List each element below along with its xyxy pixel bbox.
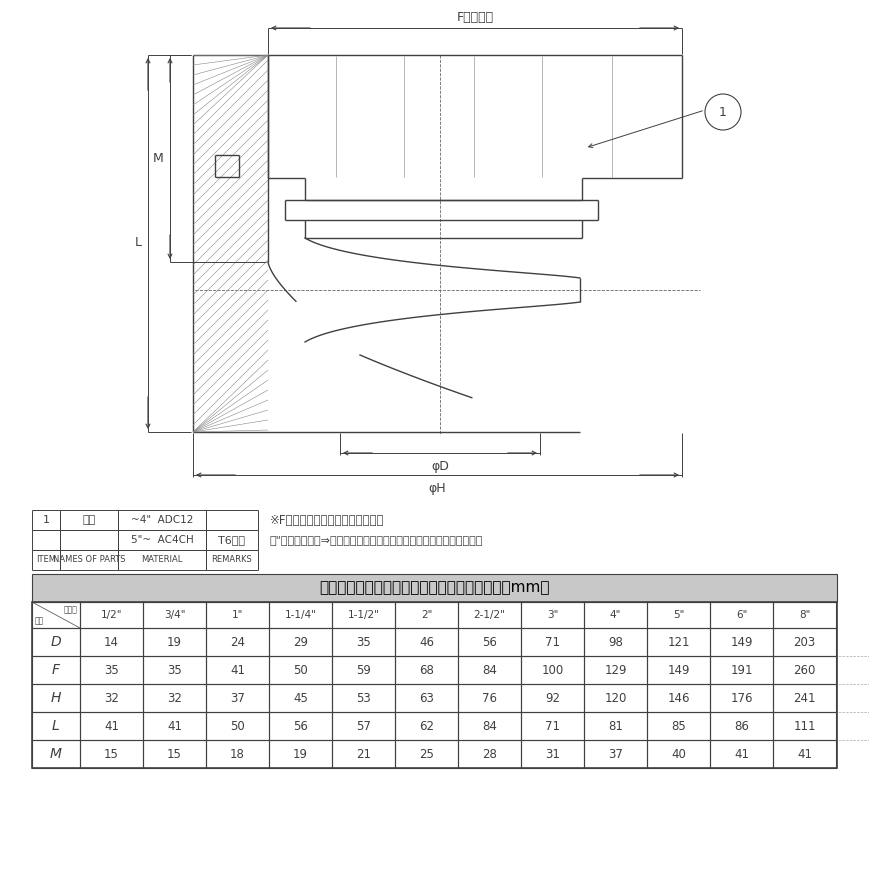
Text: 84: 84 bbox=[482, 664, 497, 676]
Text: ６３３－ＡＢ　ＡＬ　サイズ別寸法表（単位：mm）: ６３３－ＡＢ ＡＬ サイズ別寸法表（単位：mm） bbox=[319, 580, 549, 595]
Text: 37: 37 bbox=[608, 747, 623, 760]
Text: 84: 84 bbox=[482, 720, 497, 733]
Text: 4": 4" bbox=[610, 610, 621, 620]
Text: ITEM: ITEM bbox=[36, 555, 56, 565]
Text: 56: 56 bbox=[482, 635, 497, 648]
Text: 31: 31 bbox=[545, 747, 560, 760]
Text: 21: 21 bbox=[356, 747, 371, 760]
Text: 120: 120 bbox=[604, 692, 627, 705]
Text: 176: 176 bbox=[730, 692, 753, 705]
Text: 40: 40 bbox=[671, 747, 686, 760]
Text: 32: 32 bbox=[104, 692, 119, 705]
Text: 2-1/2": 2-1/2" bbox=[474, 610, 506, 620]
Text: 8": 8" bbox=[799, 610, 810, 620]
Text: MATERIAL: MATERIAL bbox=[142, 555, 182, 565]
Text: 35: 35 bbox=[356, 635, 371, 648]
Text: L: L bbox=[52, 719, 60, 733]
Text: 19: 19 bbox=[167, 635, 182, 648]
Text: 41: 41 bbox=[797, 747, 812, 760]
Text: 1: 1 bbox=[43, 515, 50, 525]
Text: 85: 85 bbox=[671, 720, 686, 733]
Text: 15: 15 bbox=[167, 747, 182, 760]
Text: 19: 19 bbox=[293, 747, 308, 760]
Text: ６"以上は多角形⇒円となり、突起部（スパナ掛け部）寸法となります: ６"以上は多角形⇒円となり、突起部（スパナ掛け部）寸法となります bbox=[270, 535, 483, 545]
Text: 129: 129 bbox=[604, 664, 627, 676]
Text: 50: 50 bbox=[293, 664, 308, 676]
Text: 35: 35 bbox=[104, 664, 119, 676]
Text: 149: 149 bbox=[730, 635, 753, 648]
Text: 121: 121 bbox=[667, 635, 690, 648]
Text: 41: 41 bbox=[104, 720, 119, 733]
Text: 1": 1" bbox=[232, 610, 243, 620]
Text: 241: 241 bbox=[793, 692, 816, 705]
Text: 41: 41 bbox=[167, 720, 182, 733]
Text: L: L bbox=[135, 236, 142, 249]
Text: 100: 100 bbox=[541, 664, 564, 676]
Text: 6": 6" bbox=[736, 610, 747, 620]
Text: 56: 56 bbox=[293, 720, 308, 733]
Text: D: D bbox=[50, 635, 62, 649]
Text: M: M bbox=[50, 747, 62, 761]
Text: 18: 18 bbox=[230, 747, 245, 760]
Text: 15: 15 bbox=[104, 747, 119, 760]
Text: 5": 5" bbox=[673, 610, 684, 620]
Text: 149: 149 bbox=[667, 664, 690, 676]
Text: REMARKS: REMARKS bbox=[212, 555, 252, 565]
Text: 53: 53 bbox=[356, 692, 371, 705]
Text: M: M bbox=[153, 151, 164, 164]
Text: 3": 3" bbox=[547, 610, 558, 620]
Text: 29: 29 bbox=[293, 635, 308, 648]
Text: F: F bbox=[52, 663, 60, 677]
Text: 260: 260 bbox=[793, 664, 816, 676]
Text: 111: 111 bbox=[793, 720, 816, 733]
Text: 41: 41 bbox=[734, 747, 749, 760]
Text: F（対辺）: F（対辺） bbox=[456, 11, 494, 24]
Text: 1-1/2": 1-1/2" bbox=[348, 610, 380, 620]
Text: 32: 32 bbox=[167, 692, 182, 705]
Text: 68: 68 bbox=[419, 664, 434, 676]
Text: φH: φH bbox=[428, 482, 446, 495]
Text: 63: 63 bbox=[419, 692, 434, 705]
Text: 1-1/4": 1-1/4" bbox=[284, 610, 316, 620]
Text: 25: 25 bbox=[419, 747, 434, 760]
Text: 本体: 本体 bbox=[83, 515, 96, 525]
Text: 71: 71 bbox=[545, 720, 560, 733]
Text: 1/2": 1/2" bbox=[101, 610, 123, 620]
Text: 59: 59 bbox=[356, 664, 371, 676]
Text: 37: 37 bbox=[230, 692, 245, 705]
Text: 50: 50 bbox=[230, 720, 245, 733]
Text: 45: 45 bbox=[293, 692, 308, 705]
Text: ※F（対辺）部形状・寸法について: ※F（対辺）部形状・寸法について bbox=[270, 514, 384, 527]
Text: 28: 28 bbox=[482, 747, 497, 760]
Text: 191: 191 bbox=[730, 664, 753, 676]
Text: 92: 92 bbox=[545, 692, 560, 705]
Text: 203: 203 bbox=[793, 635, 816, 648]
Text: 146: 146 bbox=[667, 692, 690, 705]
Text: T6処理: T6処理 bbox=[218, 535, 246, 545]
Text: ~4"  ADC12: ~4" ADC12 bbox=[131, 515, 193, 525]
Text: 2": 2" bbox=[421, 610, 432, 620]
Text: 71: 71 bbox=[545, 635, 560, 648]
Text: 35: 35 bbox=[167, 664, 182, 676]
Text: 86: 86 bbox=[734, 720, 749, 733]
Text: φD: φD bbox=[431, 460, 449, 473]
Text: NAMES OF PARTS: NAMES OF PARTS bbox=[53, 555, 125, 565]
Text: 24: 24 bbox=[230, 635, 245, 648]
Text: 14: 14 bbox=[104, 635, 119, 648]
Text: 62: 62 bbox=[419, 720, 434, 733]
Text: サイズ: サイズ bbox=[63, 605, 77, 614]
Text: 98: 98 bbox=[608, 635, 623, 648]
Text: 76: 76 bbox=[482, 692, 497, 705]
Bar bbox=[32, 602, 837, 768]
Text: 1: 1 bbox=[719, 105, 727, 118]
Text: 3/4": 3/4" bbox=[163, 610, 185, 620]
Text: 81: 81 bbox=[608, 720, 623, 733]
Text: 41: 41 bbox=[230, 664, 245, 676]
Text: H: H bbox=[50, 691, 61, 705]
Text: 57: 57 bbox=[356, 720, 371, 733]
Text: 位置: 位置 bbox=[35, 616, 44, 625]
Text: 46: 46 bbox=[419, 635, 434, 648]
Bar bbox=[32, 574, 837, 602]
Text: 5"~  AC4CH: 5"~ AC4CH bbox=[130, 535, 194, 545]
